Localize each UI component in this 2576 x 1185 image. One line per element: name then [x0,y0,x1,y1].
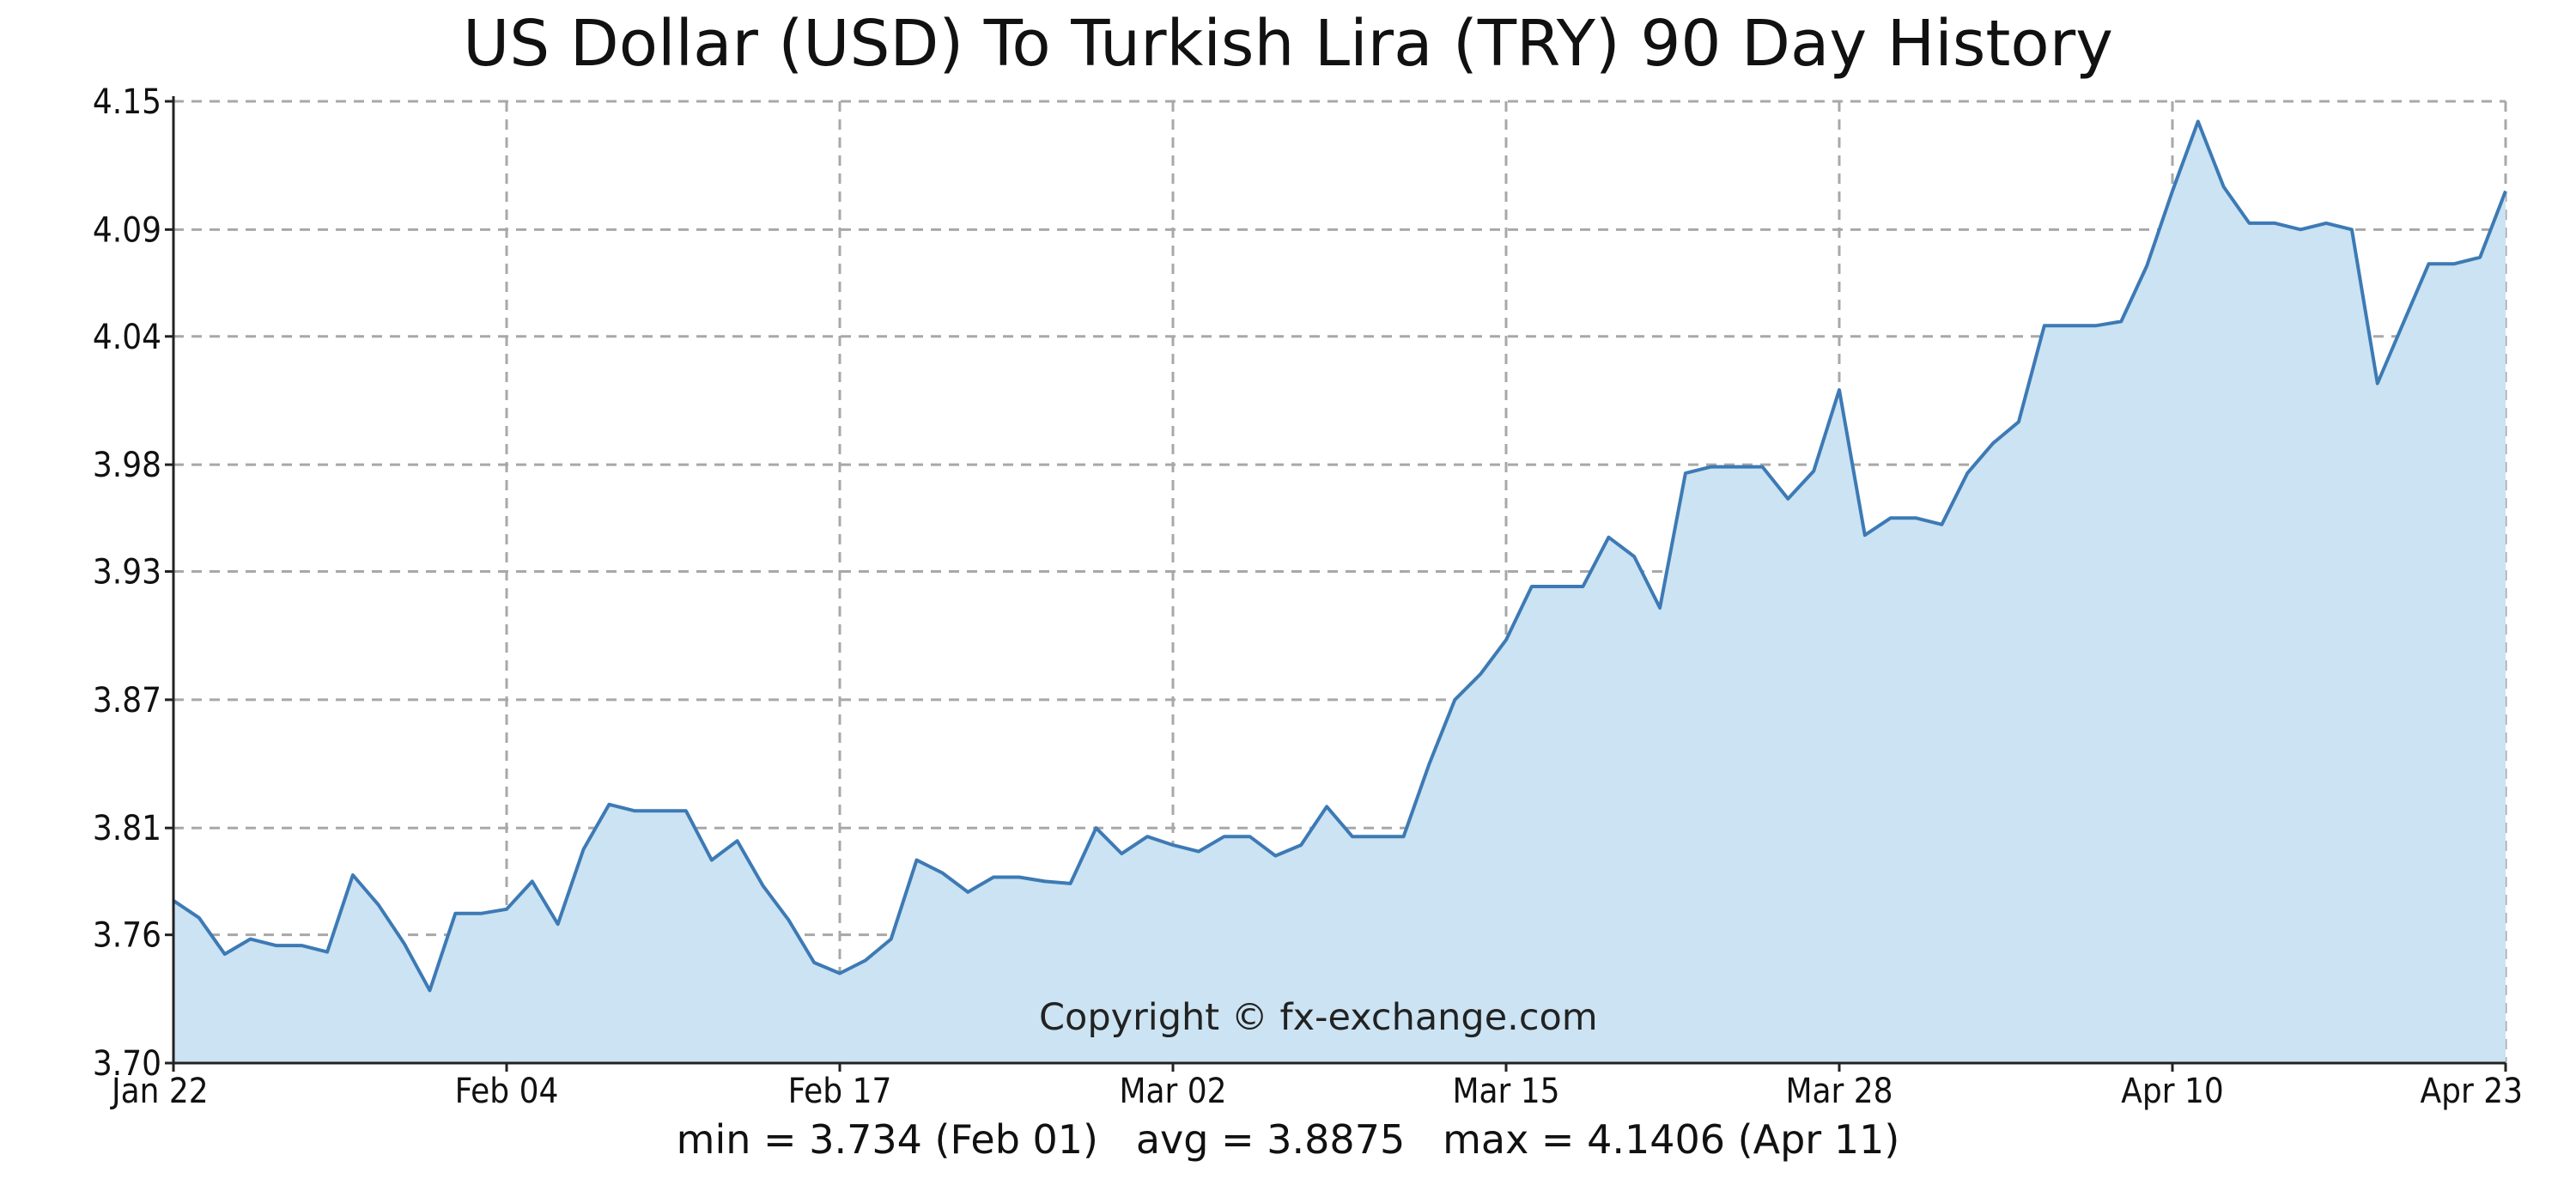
y-tick-label: 3.98 [93,446,161,485]
chart-title: US Dollar (USD) To Turkish Lira (TRY) 90… [463,7,2113,81]
x-tick-label: Feb 17 [788,1072,892,1111]
y-tick-label: 3.70 [93,1044,161,1084]
x-axis-ticks: Jan 22 Feb 04 Feb 17 Mar 02 Mar 15 Mar 28 Apr … [110,1072,2523,1111]
series-line [172,119,2507,993]
y-tick-label: 3.81 [93,809,161,848]
y-tick-label: 3.87 [93,681,161,720]
x-tick-label: Apr 23 [2421,1072,2523,1111]
axes [165,96,2507,1072]
x-tick-label: Mar 15 [1452,1072,1559,1111]
x-tick-label: Jan 22 [110,1072,209,1111]
y-tick-label: 4.09 [93,210,161,250]
y-tick-label: 4.04 [93,318,161,357]
x-tick-label: Mar 02 [1119,1072,1226,1111]
x-tick-label: Mar 28 [1785,1072,1893,1111]
area-fill [173,121,2506,1063]
y-tick-label: 4.15 [93,82,161,122]
x-tick-label: Feb 04 [455,1072,559,1111]
y-tick-label: 3.76 [93,916,161,956]
y-axis-ticks: 3.70 3.76 3.81 3.87 3.93 3.98 4.04 4.09 4.15 [93,82,161,1084]
x-tick-label: Apr 10 [2121,1072,2223,1111]
y-tick-label: 3.93 [93,553,161,592]
stats-summary: min = 3.734 (Feb 01) avg = 3.8875 max = … [676,1116,1900,1163]
copyright-watermark: Copyright © fx-exchange.com [1039,996,1598,1039]
